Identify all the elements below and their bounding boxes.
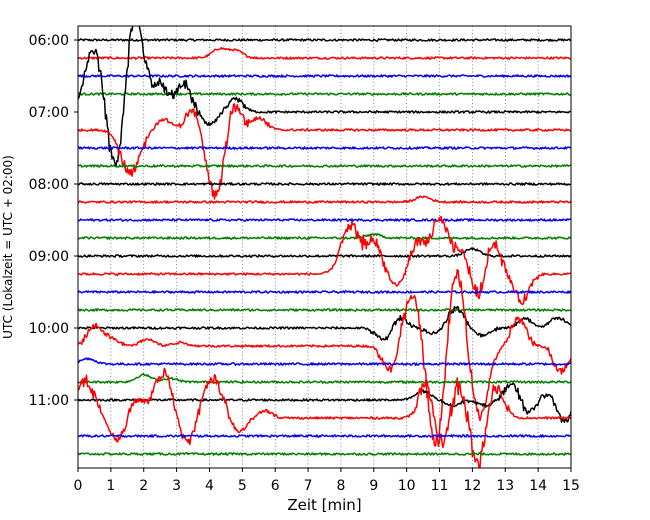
seismic-trace: [78, 146, 571, 150]
seismic-trace: [78, 452, 571, 456]
seismic-trace: [78, 232, 571, 240]
seismic-trace: [78, 38, 571, 42]
seismic-trace: [78, 46, 571, 60]
seismic-trace: [78, 357, 571, 366]
x-tick-label: 2: [139, 478, 148, 494]
y-tick-label: 10:00: [29, 321, 69, 337]
seismic-trace: [78, 92, 571, 96]
x-tick-label: 4: [205, 478, 214, 494]
x-tick-label: 3: [172, 478, 181, 494]
seismic-trace: [78, 434, 571, 438]
seismic-trace: [78, 74, 571, 78]
y-tick-label: 08:00: [29, 177, 69, 193]
x-tick-label: 11: [431, 478, 449, 494]
y-tick-label: 07:00: [29, 105, 69, 121]
seismic-trace: [78, 269, 571, 447]
seismic-trace: [78, 195, 571, 204]
grid-layer: [110, 26, 539, 468]
seismic-trace: [78, 247, 571, 258]
x-tick-label: 8: [336, 478, 345, 494]
trace-layer: [78, 26, 571, 468]
x-tick-label: 1: [106, 478, 115, 494]
seismic-trace: [78, 215, 571, 306]
tick-layer: 0 1 2 3 4 5 6 7 8 9 10 11 12 13 14 1506:0007:0008:0009:…: [29, 33, 580, 494]
x-tick-label: 15: [562, 478, 580, 494]
x-tick-label: 9: [369, 478, 378, 494]
seismic-trace: [78, 373, 571, 384]
y-tick-label: 06:00: [29, 33, 69, 49]
plot-frame: [77, 25, 572, 469]
seismic-trace: [78, 367, 571, 468]
y-tick-label: 09:00: [29, 249, 69, 265]
seismic-trace: [78, 305, 571, 341]
seismic-trace: [78, 218, 571, 222]
x-tick-label: 0: [74, 478, 83, 494]
x-axis-title: Zeit [min]: [287, 496, 361, 514]
seismic-trace: [78, 308, 571, 312]
seismic-trace: [78, 26, 571, 168]
x-tick-label: 6: [271, 478, 280, 494]
x-tick-label: 10: [398, 478, 416, 494]
x-tick-label: 5: [238, 478, 247, 494]
x-tick-label: 12: [463, 478, 481, 494]
y-axis-title: UTC (Lokalzeit = UTC + 02:00): [1, 155, 15, 339]
seismic-trace: [78, 103, 571, 200]
x-tick-label: 7: [304, 478, 313, 494]
x-tick-label: 14: [529, 478, 547, 494]
x-tick-label: 13: [496, 478, 514, 494]
seismic-trace: [78, 290, 571, 294]
y-tick-label: 11:00: [29, 393, 69, 409]
seismic-trace: [78, 164, 571, 168]
seismic-trace: [78, 182, 571, 186]
